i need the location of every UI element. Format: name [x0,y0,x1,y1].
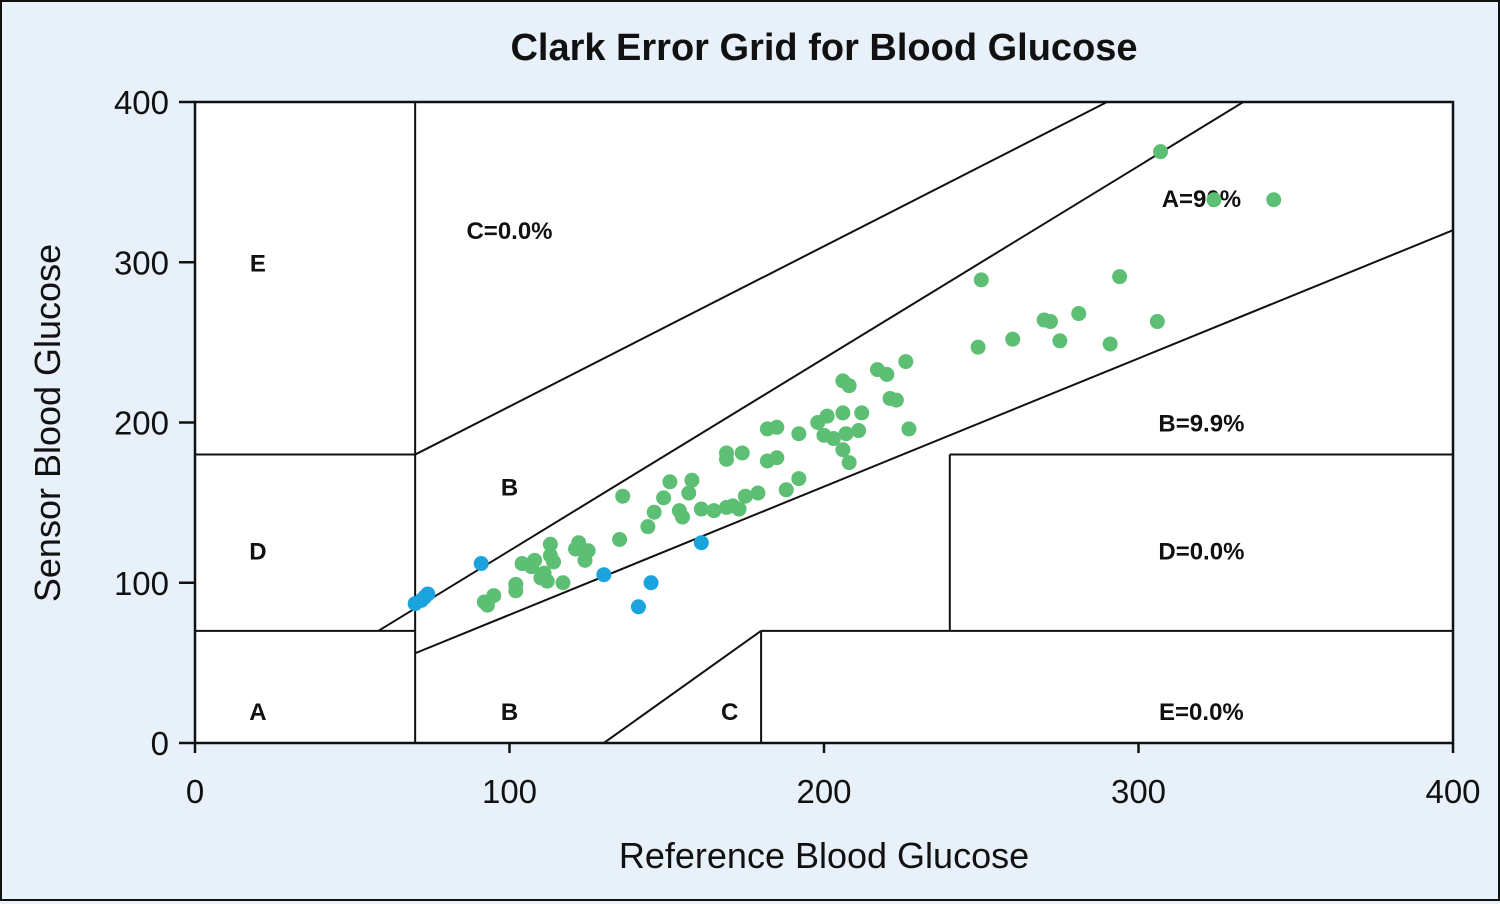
zone-boundary-line [377,102,1246,632]
data-point [879,366,895,382]
data-point [819,408,835,424]
data-point [825,431,841,447]
data-point [1206,192,1222,208]
data-point [508,576,524,592]
error-grid-lines [195,102,1453,743]
data-point [706,503,722,519]
zone-label: E=0.0% [1159,699,1244,726]
data-point [838,426,854,442]
y-tick-label: 0 [151,725,169,762]
data-point [778,482,794,498]
data-point [580,543,596,559]
data-point [731,501,747,517]
zone-label: C=0.0% [466,218,552,245]
chart-title: Clark Error Grid for Blood Glucose [510,27,1137,69]
data-point [656,490,672,506]
zone-label: E [250,250,266,277]
data-point [646,504,662,520]
data-point [898,354,914,370]
zone-labels: A B C E=0.0% D D=0.0% B E C=0.0% B=9.9% A=90% [249,186,1244,726]
data-point [970,339,986,355]
data-point [1005,331,1021,347]
data-point [684,472,700,488]
y-tick-label: 100 [114,565,169,602]
zone-label: B [501,699,518,726]
x-tick-label: 0 [186,773,204,810]
data-point [841,378,857,394]
data-point [1266,192,1282,208]
data-point [734,445,750,461]
zone-label: B=9.9% [1158,411,1244,438]
data-points [407,144,1282,615]
x-axis-title: Reference Blood Glucose [619,835,1029,876]
data-point [662,474,678,490]
data-point [1042,314,1058,330]
data-point [630,599,646,615]
data-point [750,485,766,501]
data-point [693,535,709,551]
data-point [769,450,785,466]
data-point [901,421,917,437]
zone-label: D [249,539,266,566]
data-point [888,392,904,408]
data-point [681,485,697,501]
zone-label: A [249,699,266,726]
data-point [546,554,562,570]
data-point [851,423,867,439]
data-point [973,272,989,288]
zone-label: C [721,699,738,726]
data-point [835,442,851,458]
data-point [612,531,628,547]
data-point [486,588,502,604]
data-point [643,575,659,591]
zone-boundary-line [603,630,762,743]
data-point [791,471,807,487]
y-tick-label: 300 [114,244,169,281]
zone-label: A=90% [1162,186,1241,213]
data-point [542,536,558,552]
zone-label: B [501,475,518,502]
data-point [1153,144,1169,160]
zone-label: D=0.0% [1158,539,1244,566]
data-point [1112,269,1128,285]
x-tick-label: 300 [1111,773,1166,810]
data-point [1102,336,1118,352]
data-point [473,556,489,572]
x-tick-label: 200 [796,773,851,810]
data-point [841,455,857,471]
data-point [674,509,690,525]
data-point [555,575,571,591]
data-point [1052,333,1068,349]
x-tick-label: 100 [482,773,537,810]
y-tick-label: 200 [114,405,169,442]
data-point [854,405,870,421]
data-point [835,405,851,421]
data-point [1071,306,1087,322]
y-axis-title: Sensor Blood Glucose [27,244,68,602]
data-point [791,426,807,442]
data-point [615,488,631,504]
data-point [514,556,530,572]
data-point [533,570,549,586]
data-point [640,519,656,535]
x-tick-label: 400 [1425,773,1480,810]
data-point [769,419,785,435]
data-point [693,501,709,517]
zone-boundary-line [414,229,1453,655]
data-point [737,488,753,504]
zone-boundary-line [414,102,1108,456]
data-point [1149,314,1165,330]
axes: 0 100 200 300 400 0 100 200 300 400 [114,84,1481,810]
y-tick-label: 400 [114,84,169,121]
data-point [719,451,735,467]
data-point [413,592,429,608]
data-point [596,567,612,583]
